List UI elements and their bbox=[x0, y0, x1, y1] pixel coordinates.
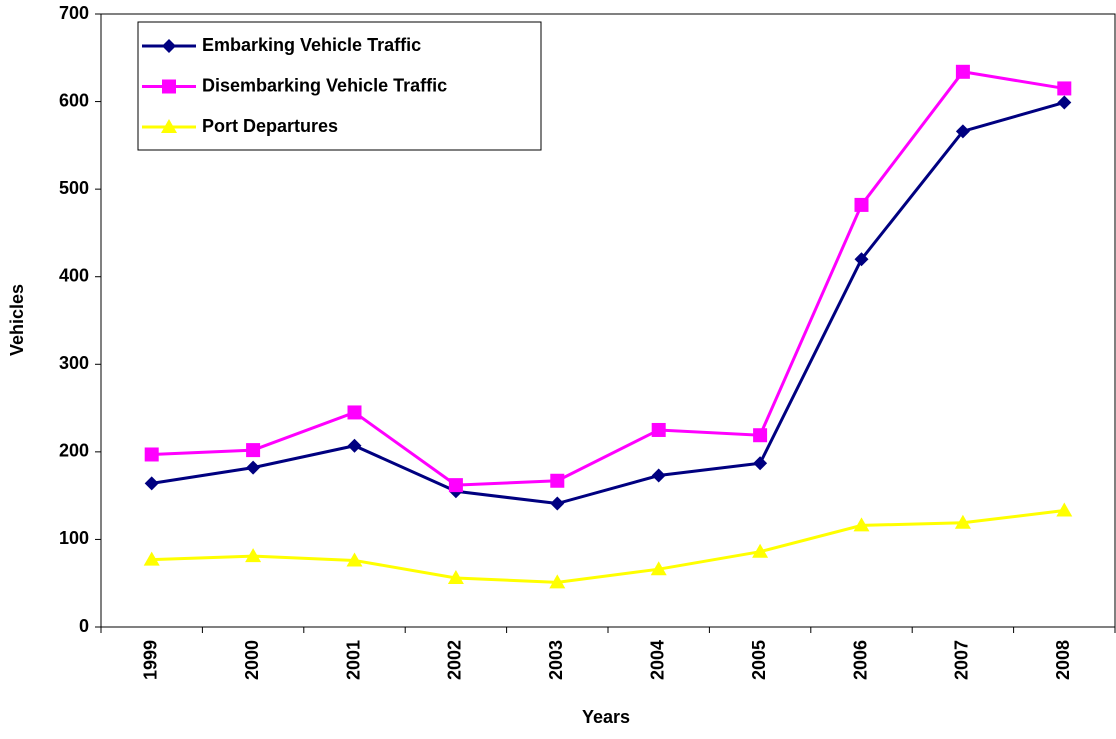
data-point bbox=[144, 476, 159, 491]
y-tick-label: 400 bbox=[59, 265, 89, 285]
data-point bbox=[651, 422, 666, 437]
x-tick-label: 2001 bbox=[343, 640, 363, 680]
x-axis-title: Years bbox=[582, 707, 630, 727]
legend-marker bbox=[161, 119, 177, 133]
y-tick-label: 200 bbox=[59, 441, 89, 461]
x-tick-label: 2006 bbox=[850, 640, 870, 680]
data-point bbox=[143, 551, 160, 566]
x-tick-label: 2005 bbox=[749, 640, 769, 680]
data-point bbox=[650, 561, 667, 576]
data-point bbox=[854, 252, 869, 267]
data-point bbox=[347, 405, 362, 420]
data-point bbox=[1057, 81, 1072, 96]
x-tick-label: 1999 bbox=[140, 640, 160, 680]
legend-label: Embarking Vehicle Traffic bbox=[202, 35, 421, 55]
data-point bbox=[954, 514, 971, 529]
data-point bbox=[447, 569, 464, 584]
data-point bbox=[347, 438, 362, 453]
legend-marker bbox=[162, 39, 176, 53]
data-point bbox=[753, 456, 768, 471]
data-point bbox=[753, 428, 768, 443]
data-point bbox=[144, 447, 159, 462]
y-tick-label: 600 bbox=[59, 90, 89, 110]
data-point bbox=[955, 64, 970, 79]
data-point bbox=[550, 496, 565, 511]
y-tick-label: 500 bbox=[59, 178, 89, 198]
legend: Embarking Vehicle Traffic Disembarking Ve… bbox=[137, 21, 542, 151]
x-tick-label: 2007 bbox=[952, 640, 972, 680]
series-line bbox=[151, 101, 1065, 506]
data-point bbox=[853, 517, 870, 532]
x-tick-label: 2004 bbox=[647, 640, 667, 680]
data-point bbox=[550, 473, 565, 488]
y-tick-label: 700 bbox=[59, 3, 89, 23]
data-point bbox=[246, 460, 261, 475]
x-tick-label: 2000 bbox=[242, 640, 262, 680]
data-point bbox=[1057, 95, 1072, 110]
data-point bbox=[1056, 502, 1073, 517]
data-point bbox=[752, 543, 769, 558]
legend-marker bbox=[162, 79, 176, 94]
data-point bbox=[651, 468, 666, 483]
legend-label: Port Departures bbox=[202, 116, 338, 136]
legend-box bbox=[137, 21, 542, 151]
data-point bbox=[549, 574, 566, 589]
y-axis-title: Vehicles bbox=[7, 284, 27, 356]
series-line bbox=[151, 70, 1065, 487]
data-point bbox=[854, 197, 869, 212]
x-tick-label: 2003 bbox=[546, 640, 566, 680]
x-tick-label: 2002 bbox=[445, 640, 465, 680]
legend-label: Disembarking Vehicle Traffic bbox=[202, 75, 447, 95]
y-tick-label: 100 bbox=[59, 528, 89, 548]
series-line bbox=[151, 509, 1065, 584]
data-point bbox=[346, 552, 363, 567]
data-point bbox=[246, 443, 261, 458]
data-point bbox=[955, 124, 970, 139]
data-point bbox=[245, 548, 262, 563]
x-tick-label: 2008 bbox=[1053, 640, 1073, 680]
y-tick-label: 0 bbox=[79, 616, 89, 636]
y-tick-label: 300 bbox=[59, 353, 89, 373]
data-point bbox=[448, 478, 463, 493]
